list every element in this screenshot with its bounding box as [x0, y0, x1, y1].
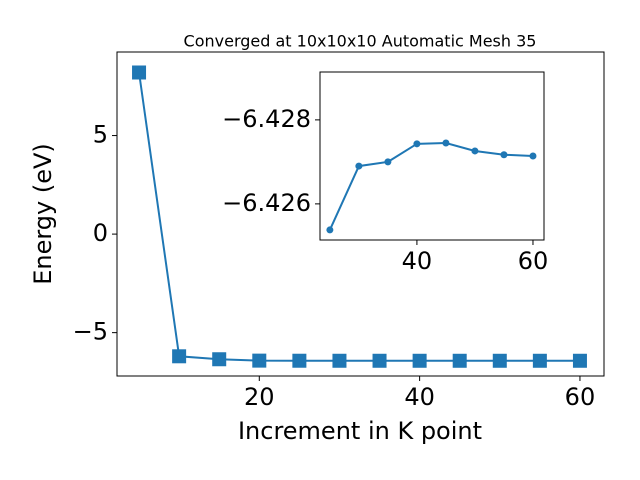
- x-tick-label: 20: [244, 383, 275, 411]
- marker: [500, 151, 508, 159]
- marker: [212, 352, 227, 367]
- y-tick-label: −6.426: [222, 189, 311, 217]
- marker: [172, 349, 187, 364]
- y-tick-label: −5: [73, 318, 108, 346]
- y-tick-label: −6.428: [222, 105, 311, 133]
- marker: [442, 139, 450, 147]
- series-line: [328, 141, 534, 231]
- marker: [132, 65, 147, 80]
- x-axis-label: Increment in K point: [238, 417, 482, 445]
- marker: [384, 158, 392, 166]
- marker: [532, 353, 547, 368]
- marker: [292, 353, 307, 368]
- marker: [412, 353, 427, 368]
- marker: [355, 162, 363, 170]
- chart-title: Converged at 10x10x10 Automatic Mesh 35: [184, 32, 537, 51]
- marker: [326, 226, 334, 234]
- marker: [413, 140, 421, 148]
- marker: [372, 353, 387, 368]
- x-tick-label: 60: [565, 383, 596, 411]
- x-tick-label: 60: [518, 247, 549, 275]
- y-axis-label: Energy (eV): [29, 143, 57, 285]
- y-tick-label: 5: [93, 121, 108, 149]
- x-tick-label: 40: [402, 247, 433, 275]
- y-tick-label: 0: [93, 219, 108, 247]
- marker: [452, 353, 467, 368]
- marker: [252, 353, 267, 368]
- marker: [471, 147, 479, 155]
- marker: [529, 152, 537, 160]
- x-tick-label: 40: [404, 383, 435, 411]
- marker: [332, 353, 347, 368]
- marker: [572, 353, 587, 368]
- marker: [492, 353, 507, 368]
